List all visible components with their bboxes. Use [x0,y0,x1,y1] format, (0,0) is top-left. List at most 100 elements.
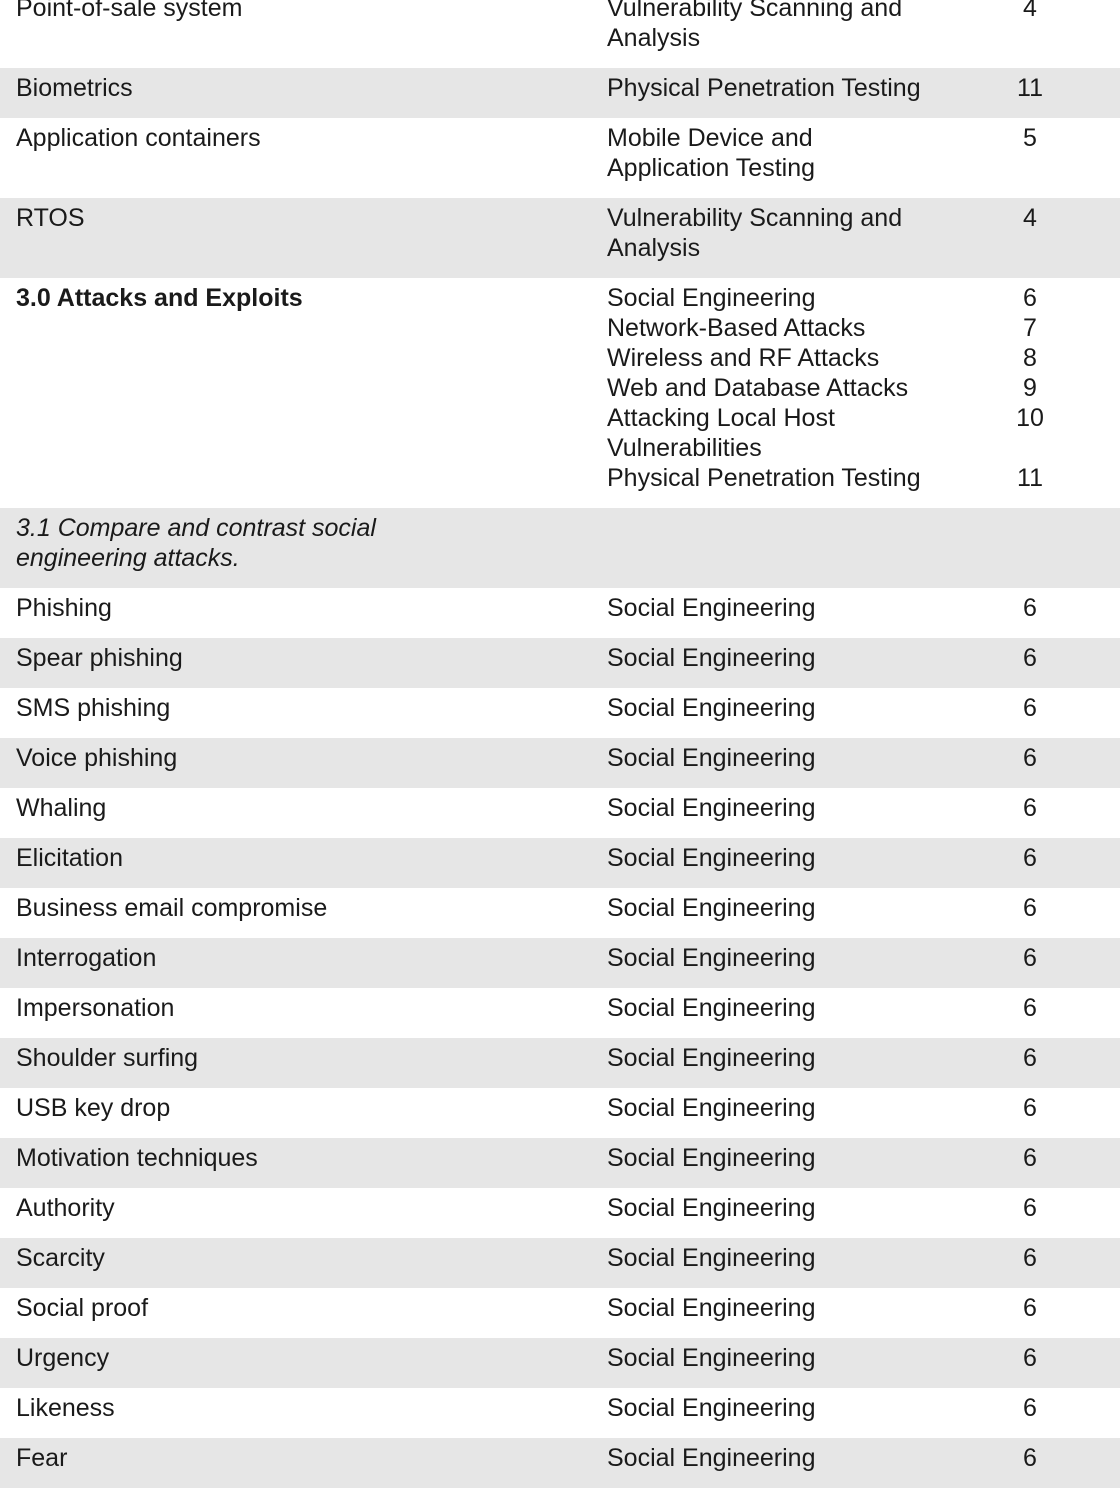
objective: Impersonation [16,994,175,1022]
table-row: Whaling Social Engineering 6 [0,788,1120,838]
chapter-number: 4 [1023,0,1037,22]
chapter-entry: Social Engineering 6 [607,1143,1087,1173]
chapter-number: 10 [1016,404,1044,432]
chapter-list: Social Engineering 6 [607,1393,1087,1423]
chapter-title: Web and Database Attacks [607,374,909,402]
chapter-list: Social Engineering 6 [607,943,1087,973]
objective: Shoulder surfing [16,1044,199,1072]
chapter-list: Social Engineering 6 [607,1343,1087,1373]
chapter-entry: Mobile Device and Application Testing 5 [607,123,1087,183]
objective: Fear [16,1444,68,1472]
table-row: Spear phishing Social Engineering 6 [0,638,1120,688]
chapter-entry: Social Engineering 6 [607,1393,1087,1423]
chapter-list: Social Engineering 6 [607,1243,1087,1273]
chapter-title: Attacking Local Host Vulnerabilities [607,404,835,462]
chapter-list: Social Engineering 6 [607,1193,1087,1223]
chapter-title: Social Engineering [607,944,816,972]
objective: Application containers [16,124,261,152]
chapter-list: Social Engineering 6 [607,693,1087,723]
chapter-number: 6 [1023,944,1037,972]
chapter-title: Social Engineering [607,284,816,312]
table-row: Voice phishing Social Engineering 6 [0,738,1120,788]
table-row: Biometrics Physical Penetration Testing 11 [0,68,1120,118]
chapter-title: Social Engineering [607,1294,816,1322]
chapter-title: Social Engineering [607,1394,816,1422]
chapter-number: 6 [1023,1044,1037,1072]
chapter-number: 6 [1023,1144,1037,1172]
objective: Motivation techniques [16,1144,258,1172]
chapter-entry: Social Engineering 6 [607,1293,1087,1323]
chapter-entry: Social Engineering 6 [607,893,1087,923]
chapter-number: 9 [1023,374,1037,402]
table-row: Scarcity Social Engineering 6 [0,1238,1120,1288]
objective: Interrogation [16,944,157,972]
chapter-number: 6 [1023,1194,1037,1222]
table-row: Fear Social Engineering 6 [0,1438,1120,1488]
chapter-title: Social Engineering [607,844,816,872]
chapter-entry: Wireless and RF Attacks 8 [607,343,1087,373]
chapter-number: 6 [1023,744,1037,772]
chapter-title: Social Engineering [607,594,816,622]
chapter-number: 6 [1023,1394,1037,1422]
chapter-number: 4 [1023,204,1037,232]
table-row: Likeness Social Engineering 6 [0,1388,1120,1438]
chapter-entry: Social Engineering 6 [607,1043,1087,1073]
chapter-list: Social Engineering 6 [607,593,1087,623]
chapter-number: 6 [1023,1244,1037,1272]
chapter-entry: Web and Database Attacks 9 [607,373,1087,403]
chapter-entry: Social Engineering 6 [607,693,1087,723]
chapter-number: 6 [1023,1094,1037,1122]
chapter-list: Social Engineering 6 [607,643,1087,673]
chapter-number: 6 [1023,844,1037,872]
chapter-number: 6 [1023,644,1037,672]
chapter-number: 8 [1023,344,1037,372]
objective: Whaling [16,794,107,822]
objective: Urgency [16,1344,110,1372]
chapter-number: 6 [1023,1344,1037,1372]
chapter-entry: Social Engineering 6 [607,643,1087,673]
chapter-number: 11 [1017,464,1043,492]
chapter-entry: Social Engineering 6 [607,593,1087,623]
chapter-list: Social Engineering 6 [607,743,1087,773]
objective: Authority [16,1194,115,1222]
objective: Social proof [16,1294,149,1322]
objective: Point-of-sale system [16,0,243,22]
objective: Likeness [16,1394,115,1422]
objective: 3.0 Attacks and Exploits [16,284,303,312]
chapter-number: 6 [1023,994,1037,1022]
chapter-entry: Social Engineering 6 [607,1193,1087,1223]
chapter-entry: Social Engineering 6 [607,283,1087,313]
table-row: Business email compromise Social Engineer… [0,888,1120,938]
table-row: Elicitation Social Engineering 6 [0,838,1120,888]
table-row: SMS phishing Social Engineering 6 [0,688,1120,738]
chapter-title: Mobile Device and Application Testing [607,124,816,182]
chapter-title: Social Engineering [607,744,816,772]
chapter-list: Vulnerability Scanning and Analysis 4 [607,0,1087,53]
chapter-list: Social Engineering 6 [607,793,1087,823]
table-row: Phishing Social Engineering 6 [0,588,1120,638]
chapter-list: Physical Penetration Testing 11 [607,73,1087,103]
chapter-title: Vulnerability Scanning and Analysis [607,0,903,52]
chapter-title: Social Engineering [607,994,816,1022]
chapter-title: Social Engineering [607,1444,816,1472]
table-row: 3.0 Attacks and Exploits Social Engineeri… [0,278,1120,508]
table-row: 3.1 Compare and contrast social engineer… [0,508,1120,588]
table-row: USB key drop Social Engineering 6 [0,1088,1120,1138]
objective: RTOS [16,204,85,232]
chapter-title: Network-Based Attacks [607,314,866,342]
table-row: RTOS Vulnerability Scanning and Analysis 4 [0,198,1120,278]
chapter-entry: Social Engineering 6 [607,843,1087,873]
chapter-title: Social Engineering [607,1094,816,1122]
chapter-title: Social Engineering [607,794,816,822]
chapter-entry: Social Engineering 6 [607,993,1087,1023]
objective: USB key drop [16,1094,171,1122]
objective: Voice phishing [16,744,178,772]
objective: Business email compromise [16,894,328,922]
chapter-number: 7 [1023,314,1037,342]
table-row: Urgency Social Engineering 6 [0,1338,1120,1388]
chapter-number: 6 [1023,594,1037,622]
chapter-title: Physical Penetration Testing [607,74,921,102]
chapter-number: 6 [1023,694,1037,722]
